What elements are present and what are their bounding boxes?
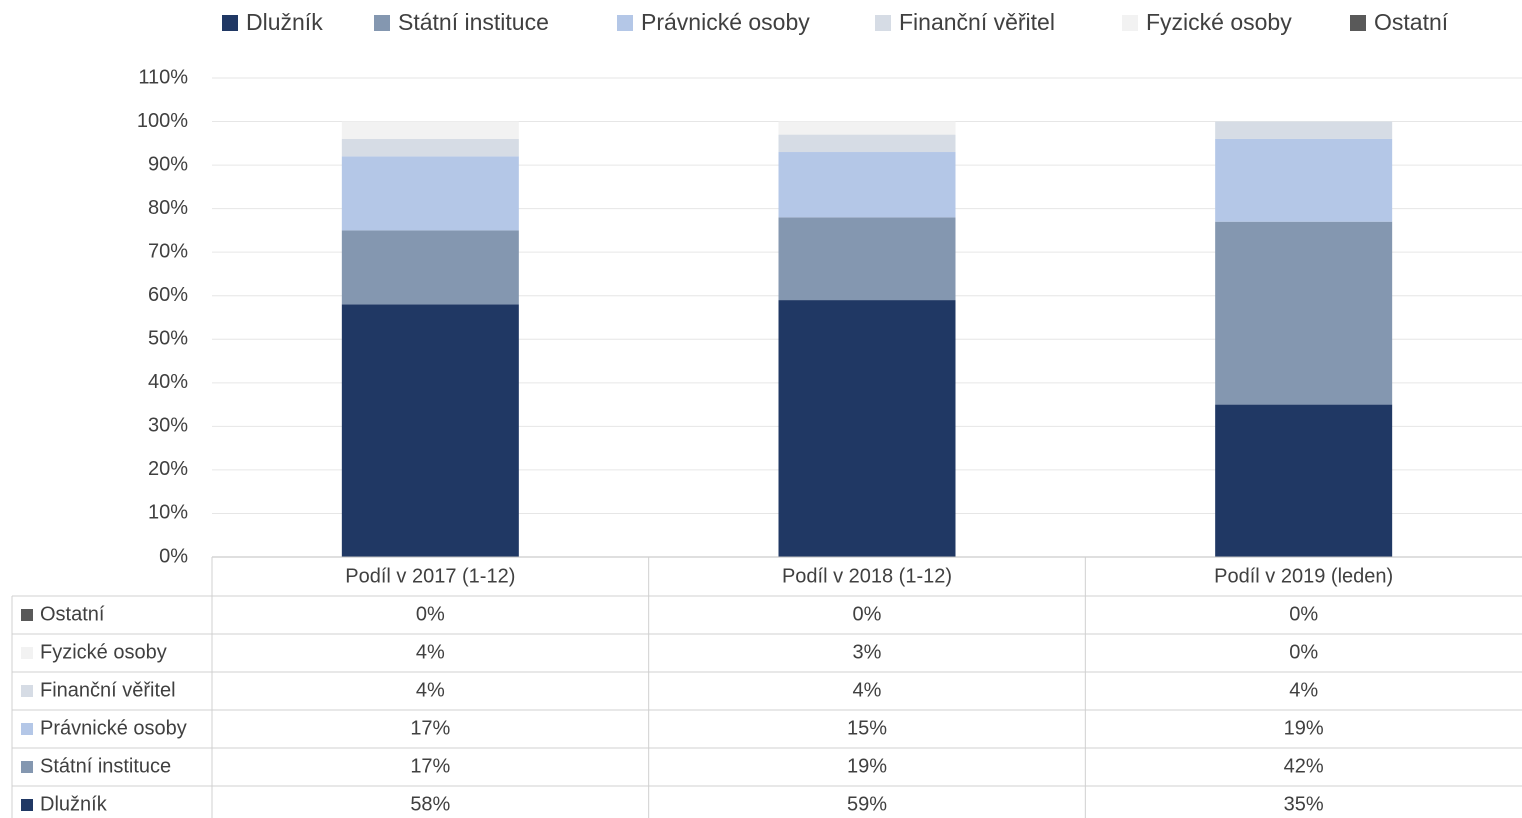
legend-label: Státní instituce [398, 9, 549, 35]
table-cell: 4% [853, 679, 882, 701]
bar-segment [341, 304, 519, 557]
bar-segment [778, 134, 956, 153]
table-row-label: Dlužník [40, 793, 108, 815]
table-cell: 4% [416, 641, 445, 663]
bar-segment [778, 300, 956, 557]
legend-label: Ostatní [1374, 9, 1449, 35]
y-tick-label: 30% [148, 415, 188, 437]
legend-swatch [374, 15, 390, 31]
table-cell: 4% [1289, 679, 1318, 701]
bar-segment [341, 121, 519, 139]
x-tick-label: Podíl v 2017 (1-12) [345, 565, 515, 587]
table-row-label: Právnické osoby [40, 717, 187, 739]
table-legend-key [21, 685, 33, 697]
legend-label: Dlužník [246, 9, 323, 35]
table-cell: 19% [1284, 717, 1324, 739]
table-row-label: Finanční věřitel [40, 679, 176, 701]
legend-swatch [1350, 15, 1366, 31]
y-tick-label: 20% [148, 458, 188, 480]
x-tick-label: Podíl v 2019 (leden) [1214, 565, 1393, 587]
legend-label: Finanční věřitel [899, 9, 1055, 35]
y-tick-label: 50% [148, 328, 188, 350]
y-tick-label: 100% [137, 110, 188, 132]
bar-segment [778, 121, 956, 135]
bar-segment [778, 217, 956, 301]
bar-segment [1215, 121, 1393, 139]
table-row-label: Fyzické osoby [40, 641, 167, 663]
y-tick-label: 80% [148, 197, 188, 219]
table-cell: 17% [410, 755, 450, 777]
x-tick-label: Podíl v 2018 (1-12) [782, 565, 952, 587]
bar-segment [1215, 221, 1393, 405]
legend-label: Fyzické osoby [1146, 9, 1292, 35]
table-cell: 59% [847, 793, 887, 815]
table-cell: 3% [853, 641, 882, 663]
table-row-label: Ostatní [40, 603, 105, 625]
table-cell: 17% [410, 717, 450, 739]
bar-segment [778, 152, 956, 218]
table-cell: 0% [853, 603, 882, 625]
table-legend-key [21, 647, 33, 659]
bar-segment [341, 156, 519, 231]
table-cell: 42% [1284, 755, 1324, 777]
bar-segment [341, 138, 519, 157]
table-cell: 0% [1289, 641, 1318, 663]
table-cell: 35% [1284, 793, 1324, 815]
y-tick-label: 0% [159, 545, 188, 567]
table-cell: 0% [416, 603, 445, 625]
y-tick-label: 40% [148, 371, 188, 393]
table-legend-key [21, 723, 33, 735]
legend-swatch [617, 15, 633, 31]
bar-segment [341, 230, 519, 305]
table-legend-key [21, 799, 33, 811]
table-cell: 0% [1289, 603, 1318, 625]
y-tick-label: 110% [138, 66, 188, 88]
table-cell: 58% [410, 793, 450, 815]
y-tick-label: 60% [148, 284, 188, 306]
table-cell: 4% [416, 679, 445, 701]
y-tick-label: 10% [148, 502, 188, 524]
table-legend-key [21, 609, 33, 621]
table-cell: 15% [847, 717, 887, 739]
table-legend-key [21, 761, 33, 773]
legend-swatch [1122, 15, 1138, 31]
table-row-label: Státní instituce [40, 755, 171, 777]
legend-label: Právnické osoby [641, 9, 810, 35]
y-tick-label: 70% [148, 240, 188, 262]
bar-segment [1215, 138, 1393, 222]
legend-swatch [875, 15, 891, 31]
y-tick-label: 90% [148, 153, 188, 175]
legend-swatch [222, 15, 238, 31]
table-cell: 19% [847, 755, 887, 777]
bar-segment [1215, 404, 1393, 557]
